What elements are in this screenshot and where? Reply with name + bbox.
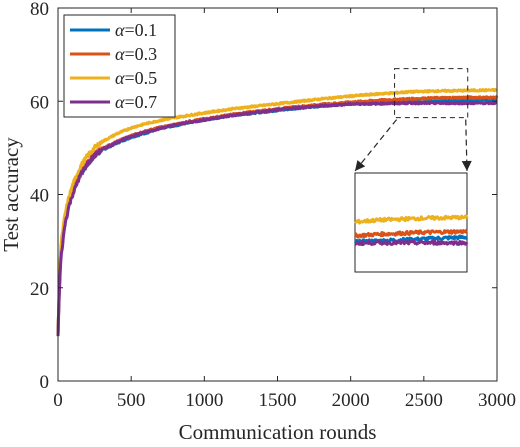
x-tick-label: 3000 bbox=[478, 390, 516, 411]
y-axis-label: Test accuracy bbox=[0, 137, 23, 252]
y-tick-label: 0 bbox=[40, 372, 50, 393]
zoom-arrow-left bbox=[354, 119, 398, 172]
legend-label: α=0.3 bbox=[115, 44, 157, 64]
inset-plot bbox=[353, 172, 469, 273]
legend-item: α=0.7 bbox=[70, 92, 157, 112]
x-tick-label: 500 bbox=[117, 390, 146, 411]
legend-symbol: α bbox=[115, 20, 125, 40]
y-tick-label: 80 bbox=[30, 0, 49, 20]
legend-label: α=0.5 bbox=[115, 68, 157, 88]
inset-series-line-2 bbox=[353, 228, 468, 239]
inset-series-line-3 bbox=[354, 214, 469, 225]
x-tick-label: 1000 bbox=[185, 390, 223, 411]
legend-symbol: α bbox=[115, 92, 125, 112]
y-tick-label: 60 bbox=[30, 92, 49, 113]
legend-label: α=0.7 bbox=[115, 92, 157, 112]
zoom-arrow-right-head bbox=[461, 160, 472, 171]
x-tick-label: 1500 bbox=[259, 390, 297, 411]
series-layer bbox=[56, 87, 499, 337]
inset-series-line-4 bbox=[354, 239, 469, 247]
zoom-annotation bbox=[354, 68, 472, 172]
legend-value: =0.5 bbox=[124, 68, 157, 88]
legend: α=0.1α=0.3α=0.5α=0.7 bbox=[63, 14, 176, 118]
zoom-arrow-left-head bbox=[355, 160, 366, 171]
y-tick-label: 20 bbox=[30, 279, 49, 300]
legend-item: α=0.1 bbox=[70, 20, 157, 40]
zoom-region-box bbox=[394, 68, 469, 119]
y-tick-label: 40 bbox=[30, 186, 49, 207]
legend-item: α=0.3 bbox=[70, 44, 157, 64]
legend-symbol: α bbox=[115, 44, 125, 64]
legend-value: =0.1 bbox=[124, 20, 157, 40]
series-line-4 bbox=[56, 100, 498, 336]
inset-series-line-1 bbox=[353, 234, 469, 245]
ticks-layer: 0 500 1000 1500 2000 2500 3000 0 20 40 60 80 bbox=[30, 0, 516, 411]
x-tick-label: 2000 bbox=[332, 390, 370, 411]
legend-value: =0.7 bbox=[124, 92, 157, 112]
legend-label: α=0.1 bbox=[115, 20, 157, 40]
legend-box bbox=[63, 14, 176, 118]
legend-symbol: α bbox=[115, 68, 125, 88]
legend-item: α=0.5 bbox=[70, 68, 157, 88]
legend-value: =0.3 bbox=[124, 44, 157, 64]
x-tick-label: 2500 bbox=[405, 390, 443, 411]
x-axis-label: Communication rounds bbox=[179, 420, 377, 442]
x-tick-label: 0 bbox=[53, 390, 63, 411]
series-line-3 bbox=[56, 87, 498, 335]
